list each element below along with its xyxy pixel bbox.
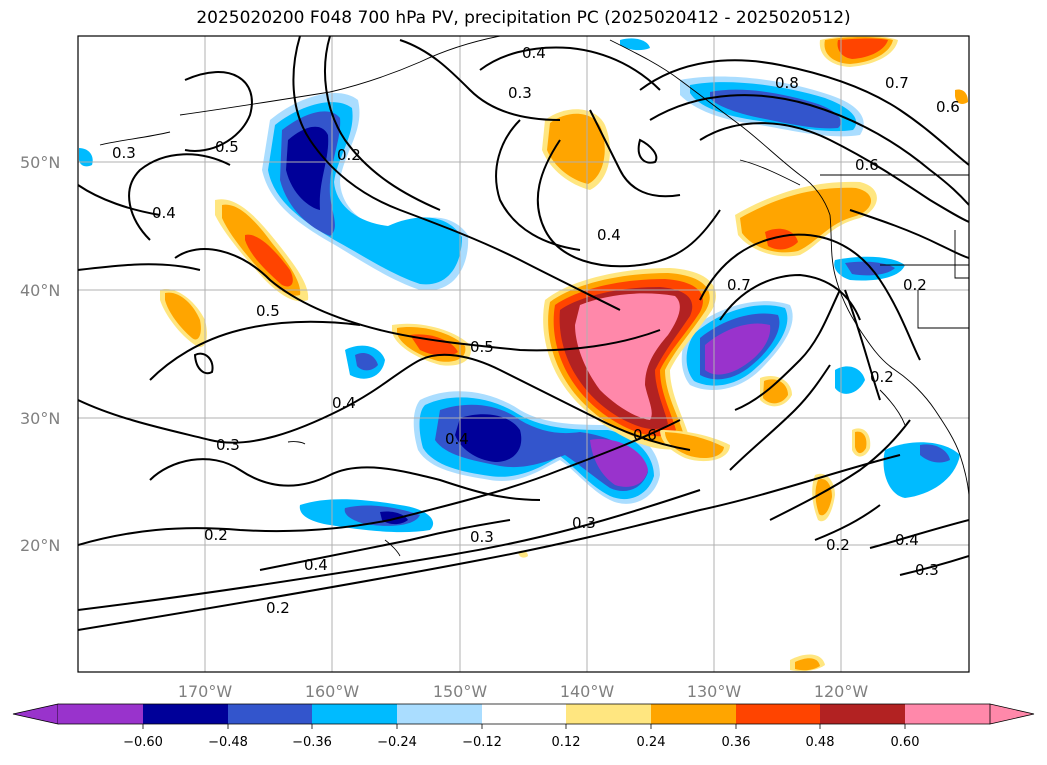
coastlines <box>99 36 969 557</box>
colorbar-tick-label: −0.12 <box>462 735 502 750</box>
contour-label-0.6-coast: 0.6 <box>855 156 879 174</box>
latitude-labels: 50°N 40°N 30°N 20°N <box>20 153 60 555</box>
contour-label-0.2-southeast: 0.2 <box>826 536 850 554</box>
colorbar-tick-label: −0.48 <box>208 735 248 750</box>
contour-label-0.6-south: 0.6 <box>633 426 657 444</box>
colorbar-tick-label: 0.36 <box>722 735 751 750</box>
colorbar-seg-9 <box>820 704 905 724</box>
contour-label-0.2-inland: 0.2 <box>903 276 927 294</box>
contour-label-0.3-central: 0.3 <box>216 436 240 454</box>
contour-label-0.3-southeast-edge: 0.3 <box>915 561 939 579</box>
colorbar-tick-label: 0.48 <box>806 735 835 750</box>
map-title: 2025020200 F048 700 hPa PV, precipitatio… <box>196 8 851 28</box>
contour-label-0.4-southwest: 0.4 <box>304 556 328 574</box>
colorbar-seg-6 <box>566 704 651 724</box>
colorbar-seg-5 <box>482 704 566 724</box>
lon-label-150w: 150°W <box>433 682 488 701</box>
colorbar-border <box>58 703 990 725</box>
lon-label-130w: 130°W <box>687 682 742 701</box>
colorbar-tick-label: 0.60 <box>891 735 920 750</box>
contour-label-0.5-central: 0.5 <box>256 302 280 320</box>
colorbar-seg-3 <box>312 704 397 724</box>
lon-label-160w: 160°W <box>305 682 360 701</box>
precip-shading <box>79 36 968 672</box>
lon-label-120w: 120°W <box>814 682 869 701</box>
lat-label-20n: 20°N <box>20 536 60 555</box>
contour-label-0.5-east: 0.5 <box>470 338 494 356</box>
colorbar-seg-8 <box>736 704 820 724</box>
colorbar-ticks <box>142 724 906 729</box>
contour-label-0.2-baja: 0.2 <box>870 368 894 386</box>
colorbar-seg-1 <box>143 704 228 724</box>
colorbar-tick-label: 0.24 <box>637 735 666 750</box>
colorbar-seg-10 <box>905 704 990 724</box>
contour-label-0.8-north: 0.8 <box>775 74 799 92</box>
contour-label-0.4-east: 0.4 <box>597 226 621 244</box>
colorbar-seg-10-arrow <box>989 703 1035 725</box>
colorbar-tick-label: −0.60 <box>123 735 163 750</box>
colorbar-tick-label: 0.12 <box>552 735 581 750</box>
contour-label-0.4-north: 0.4 <box>522 44 546 62</box>
contour-label-0.3-west: 0.3 <box>112 144 136 162</box>
contour-label-0.2-south: 0.2 <box>266 599 290 617</box>
colorbar-seg-2 <box>228 704 312 724</box>
colorbar-seg-7 <box>651 704 736 724</box>
colorbar-seg-0 <box>12 703 59 725</box>
contour-label-0.4-west: 0.4 <box>152 204 176 222</box>
contour-label-0.3-southeast: 0.3 <box>572 514 596 532</box>
lon-label-140w: 140°W <box>560 682 615 701</box>
lat-label-40n: 40°N <box>20 281 60 300</box>
contour-label-0.4-south: 0.4 <box>445 430 469 448</box>
pv-contours <box>78 36 969 631</box>
colorbar-seg-0b <box>58 704 143 724</box>
colorbar-seg-4 <box>397 704 482 724</box>
contour-label-0.4-southeast: 0.4 <box>895 531 919 549</box>
map-area: 0.4 0.3 0.5 0.3 0.4 0.5 0.5 0.4 0.3 0.4 … <box>78 36 969 672</box>
contour-label-0.7-east: 0.7 <box>727 276 751 294</box>
contour-label-0.4-central: 0.4 <box>332 394 356 412</box>
contour-label-0.2-gulf: 0.2 <box>337 146 361 164</box>
contour-labels: 0.4 0.3 0.5 0.3 0.4 0.5 0.5 0.4 0.3 0.4 … <box>112 44 960 617</box>
colorbar: −0.60 −0.48 −0.36 −0.24 −0.12 0.12 0.24 … <box>12 703 1035 750</box>
map-frame <box>77 35 970 673</box>
colorbar-tick-label: −0.36 <box>292 735 332 750</box>
lat-label-50n: 50°N <box>20 153 60 172</box>
contour-label-0.2-west: 0.2 <box>204 526 228 544</box>
contour-label-0.3-south: 0.3 <box>470 528 494 546</box>
lat-label-30n: 30°N <box>20 409 60 428</box>
contour-label-0.6-northeast: 0.6 <box>936 98 960 116</box>
colorbar-tick-label: −0.24 <box>377 735 417 750</box>
longitude-labels: 170°W 160°W 150°W 140°W 130°W 120°W <box>178 682 869 701</box>
contour-label-0.5-west: 0.5 <box>215 138 239 156</box>
lon-label-170w: 170°W <box>178 682 233 701</box>
graticule <box>78 36 969 672</box>
contour-label-0.3-north: 0.3 <box>508 84 532 102</box>
contour-label-0.7-northeast: 0.7 <box>885 74 909 92</box>
